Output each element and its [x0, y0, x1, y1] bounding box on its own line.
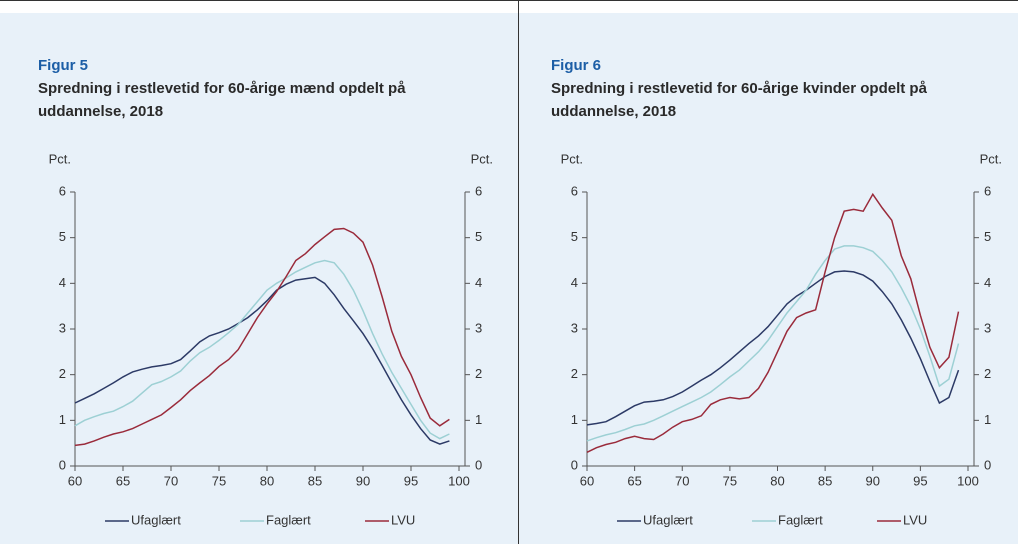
y2-axis-label: Pct. [471, 151, 493, 166]
y2-tick-label: 4 [984, 275, 991, 290]
series-line [586, 270, 960, 426]
y2-tick-label: 1 [984, 412, 991, 427]
y-tick-label: 3 [571, 320, 578, 335]
y2-tick-label: 0 [475, 457, 482, 472]
y2-tick-label: 5 [984, 229, 991, 244]
series-line [74, 259, 450, 440]
panel: Figur 6 Spredning i restlevetid for 60-å… [519, 13, 1018, 544]
figure-subtitle: Spredning i restlevetid for 60-årige mæn… [38, 80, 406, 120]
x-tick-label: 85 [818, 473, 832, 488]
y-axis-label: Pct. [561, 151, 583, 166]
series-line [586, 245, 960, 442]
y2-axis-label: Pct. [980, 151, 1002, 166]
x-tick-label: 80 [770, 473, 784, 488]
divider [518, 1, 519, 544]
y2-tick-label: 0 [984, 457, 991, 472]
x-tick-label: 90 [866, 473, 880, 488]
y2-tick-label: 3 [984, 320, 991, 335]
y-tick-label: 1 [571, 412, 578, 427]
y-tick-label: 0 [571, 457, 578, 472]
figure-title: Figur 6 [551, 57, 602, 74]
x-tick-label: 100 [957, 473, 979, 488]
x-tick-label: 95 [913, 473, 927, 488]
y2-tick-label: 2 [984, 366, 991, 381]
x-tick-label: 75 [723, 473, 737, 488]
x-tick-label: 60 [68, 473, 82, 488]
y-axis-label: Pct. [49, 151, 71, 166]
x-tick-label: 65 [116, 473, 130, 488]
x-tick-label: 80 [260, 473, 274, 488]
legend-label: Faglært [266, 512, 311, 527]
x-tick-label: 95 [404, 473, 418, 488]
legend-label: Ufaglært [643, 512, 693, 527]
x-tick-label: 65 [627, 473, 641, 488]
y-tick-label: 3 [59, 320, 66, 335]
y-tick-label: 4 [571, 275, 578, 290]
x-tick-label: 100 [448, 473, 470, 488]
series-line [74, 227, 450, 447]
y2-tick-label: 4 [475, 275, 482, 290]
x-tick-label: 75 [212, 473, 226, 488]
y-tick-label: 6 [59, 183, 66, 198]
legend-label: Faglært [778, 512, 823, 527]
panel: Figur 5 Spredning i restlevetid for 60-å… [0, 13, 518, 544]
y-tick-label: 0 [59, 457, 66, 472]
y2-tick-label: 1 [475, 412, 482, 427]
y-tick-label: 5 [571, 229, 578, 244]
x-tick-label: 60 [580, 473, 594, 488]
legend-label: Ufaglært [131, 512, 181, 527]
figure-title: Figur 5 [38, 57, 89, 74]
legend-label: LVU [391, 512, 415, 527]
legend-label: LVU [903, 512, 927, 527]
y-tick-label: 5 [59, 229, 66, 244]
y2-tick-label: 6 [475, 183, 482, 198]
y2-tick-label: 3 [475, 320, 482, 335]
y-tick-label: 2 [59, 366, 66, 381]
y-tick-label: 1 [59, 412, 66, 427]
figure-subtitle: Spredning i restlevetid for 60-årige kvi… [551, 80, 927, 120]
x-tick-label: 85 [308, 473, 322, 488]
x-tick-label: 70 [675, 473, 689, 488]
x-tick-label: 70 [164, 473, 178, 488]
series-line [74, 276, 450, 445]
y-tick-label: 6 [571, 183, 578, 198]
y2-tick-label: 5 [475, 229, 482, 244]
y2-tick-label: 2 [475, 366, 482, 381]
y2-tick-label: 6 [984, 183, 991, 198]
x-tick-label: 90 [356, 473, 370, 488]
series-line [586, 192, 960, 453]
y-tick-label: 4 [59, 275, 66, 290]
y-tick-label: 2 [571, 366, 578, 381]
